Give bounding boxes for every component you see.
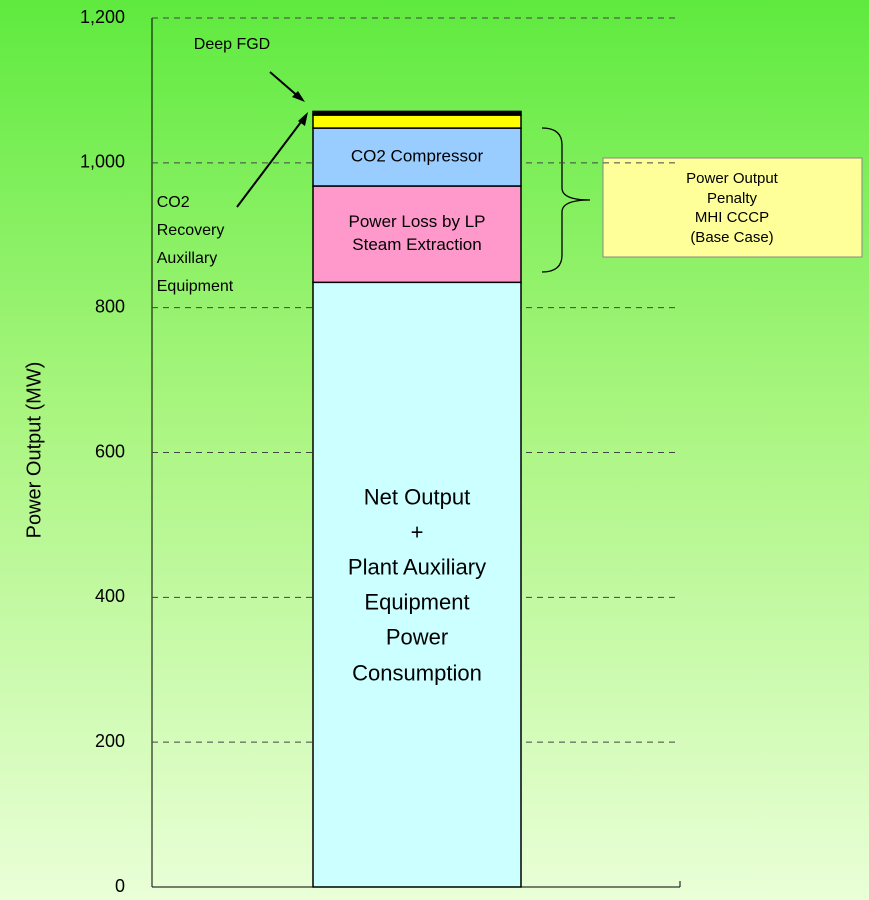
bar-segment xyxy=(312,114,522,129)
bar-segment xyxy=(312,281,522,888)
annotation-label: Deep FGD xyxy=(193,36,271,53)
y-tick-label: 800 xyxy=(95,296,125,316)
segment-label: Net Output + Plant Auxiliary Equipment P… xyxy=(347,484,487,686)
y-tick-label: 400 xyxy=(95,586,125,606)
brace xyxy=(541,127,591,273)
y-tick-label: 1,200 xyxy=(80,7,125,27)
y-tick-label: 0 xyxy=(115,876,125,896)
bar-segment xyxy=(312,127,522,187)
y-axis-label: Power Output (MW) xyxy=(23,362,45,539)
arrowhead xyxy=(292,91,305,102)
annotation-box xyxy=(602,157,863,258)
segment-label: CO2 Compressor xyxy=(350,146,484,166)
y-tick-label: 200 xyxy=(95,731,125,751)
arrowhead xyxy=(298,112,308,126)
annotation-text: Power Output Penalty MHI CCCP (Base Case… xyxy=(686,170,778,246)
segment-label: Power Loss by LP Steam Extraction xyxy=(348,212,486,255)
bar-segment xyxy=(312,185,522,284)
arrow xyxy=(236,117,305,208)
bar-segment xyxy=(312,110,522,116)
arrow xyxy=(269,71,301,99)
y-tick-label: 600 xyxy=(95,441,125,461)
y-tick-label: 1,000 xyxy=(80,152,125,172)
annotation-label: CO2 Recovery Auxillary Equipment xyxy=(156,194,234,295)
